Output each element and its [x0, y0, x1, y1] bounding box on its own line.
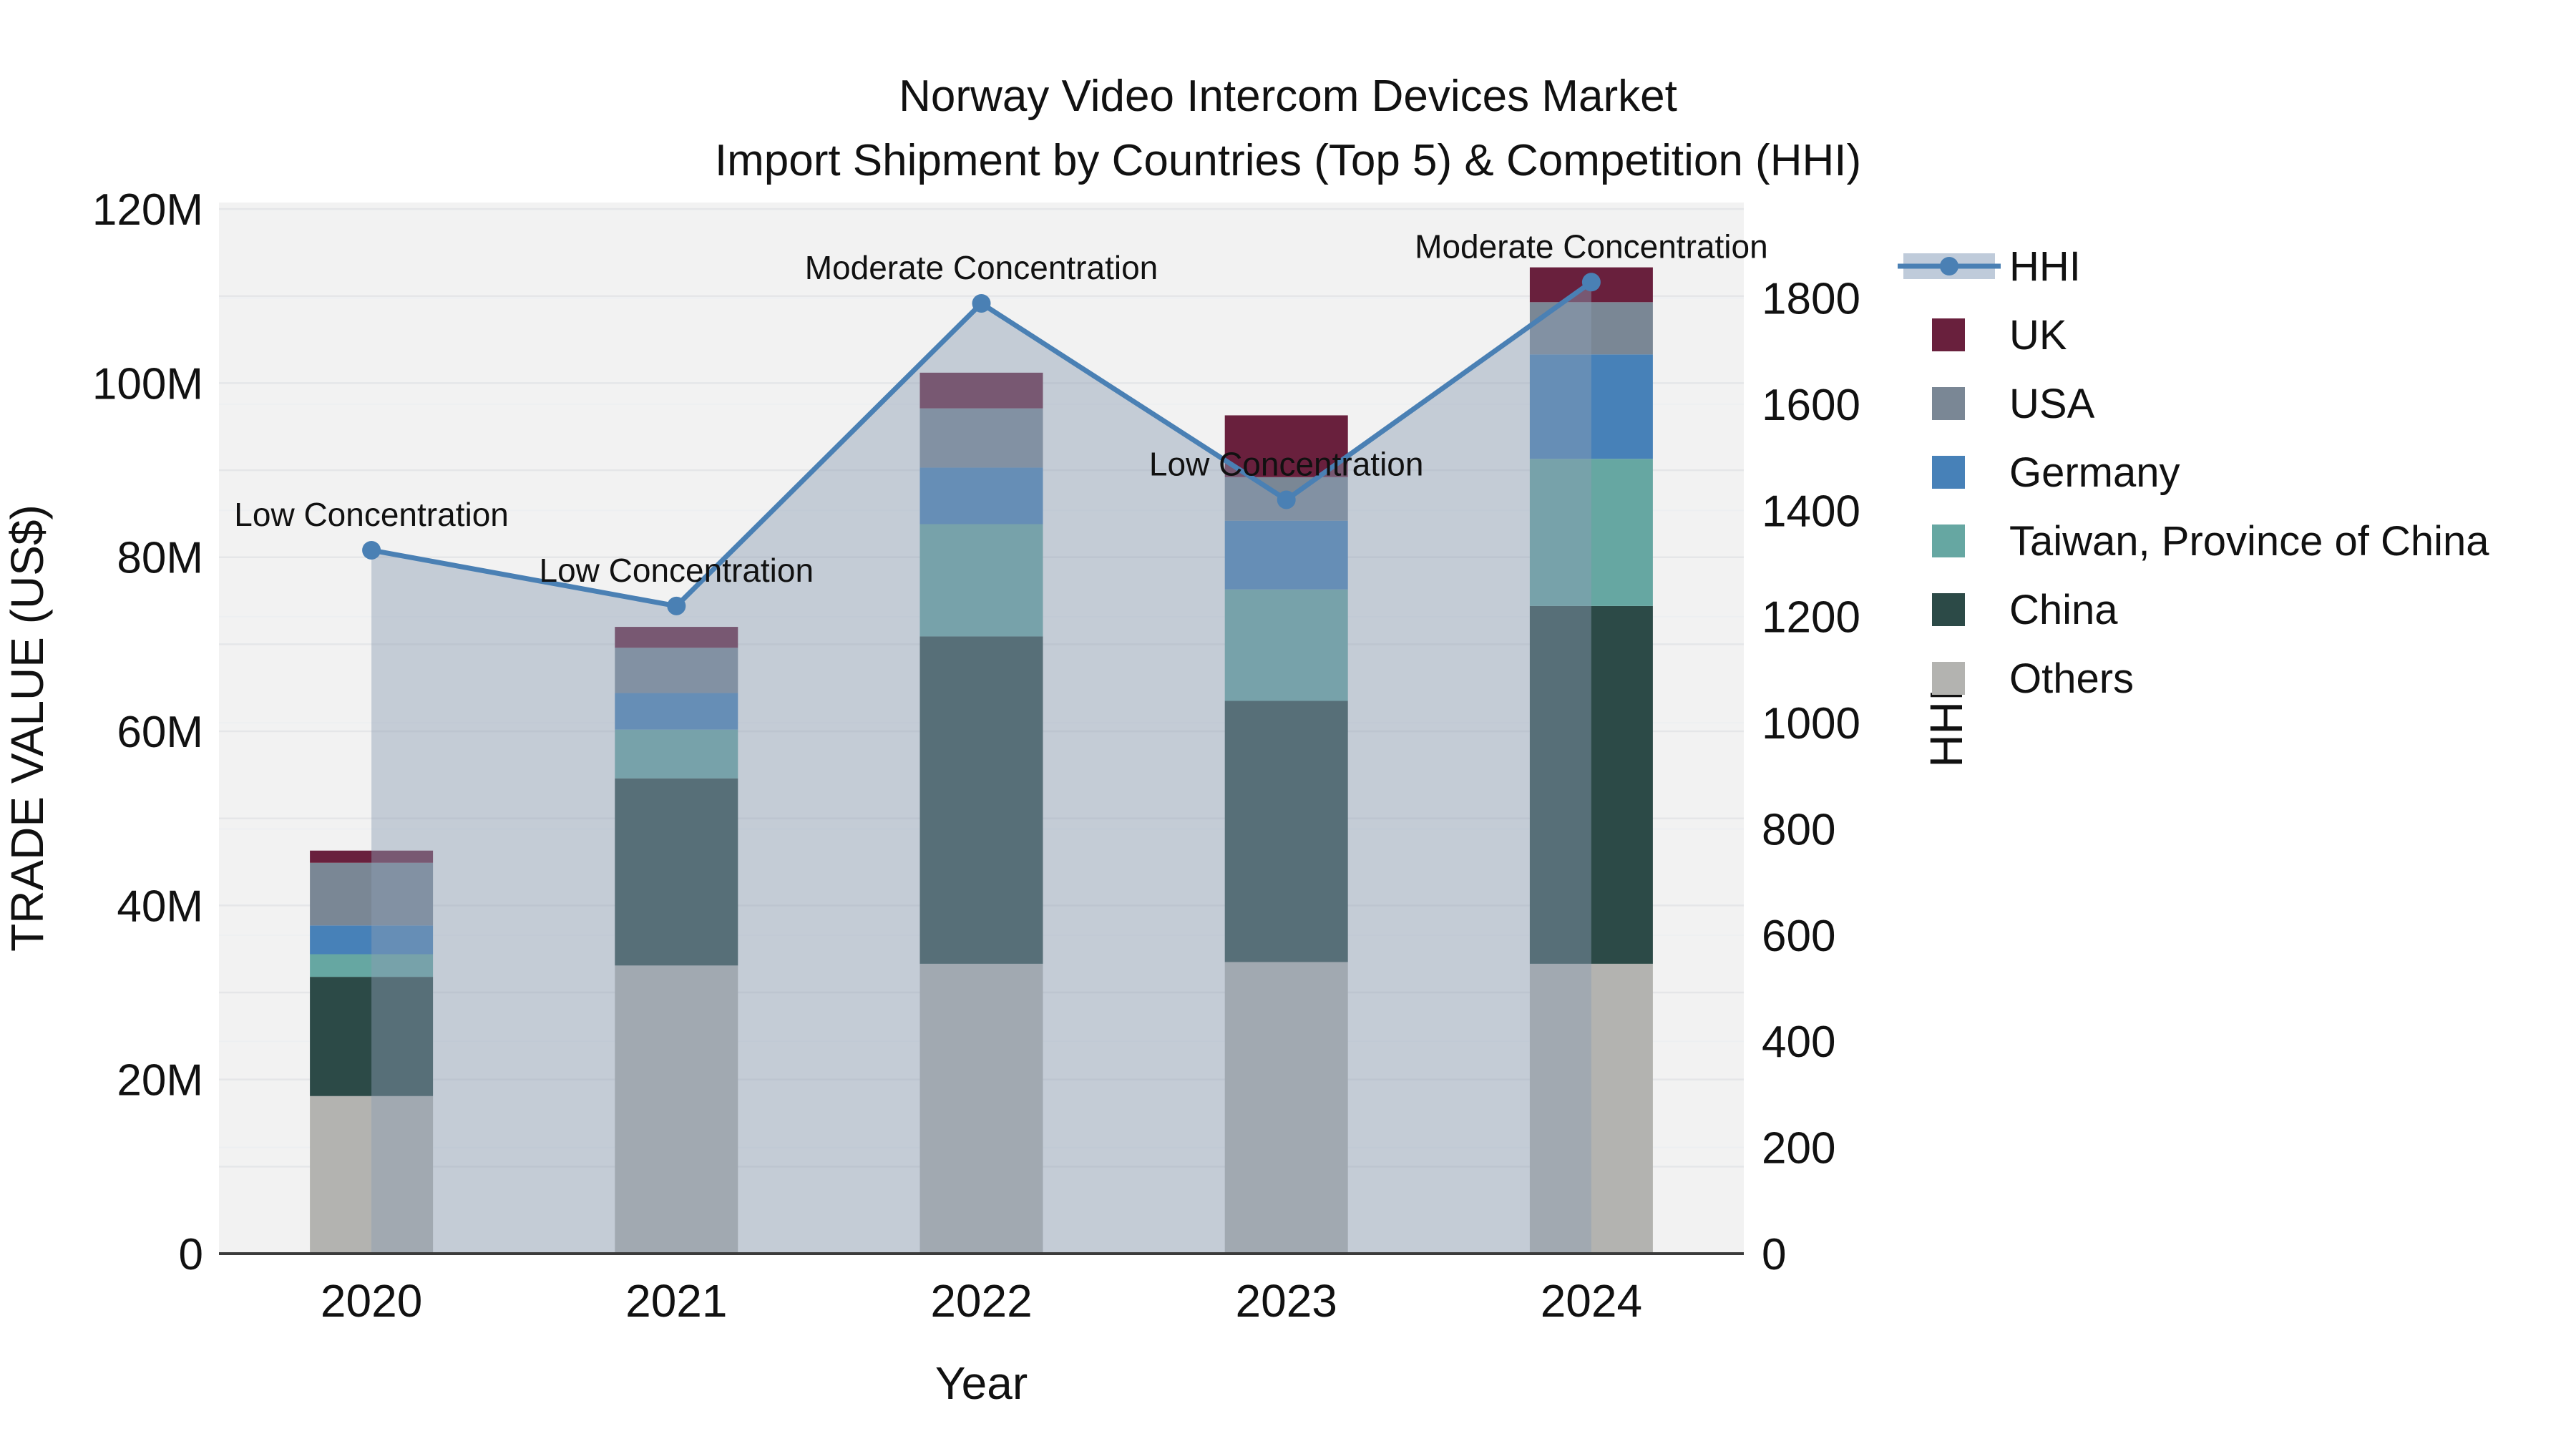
bar-segment-china-2022 — [919, 636, 1043, 964]
y-axis-right-tick: 800 — [1762, 805, 1835, 854]
chart-subtitle: Import Shipment by Countries (Top 5) & C… — [715, 136, 1861, 185]
legend-label-hhi_line: HHI — [2009, 243, 2081, 290]
bar-segment-taiwan-2023 — [1224, 589, 1348, 701]
x-axis-tick-2021: 2021 — [625, 1275, 727, 1327]
bar-segment-taiwan-2021 — [615, 729, 738, 779]
bar-segment-taiwan-2022 — [919, 524, 1043, 637]
chart-title: Norway Video Intercom Devices Market — [899, 72, 1677, 121]
legend-label-others: Others — [2009, 655, 2134, 702]
y-axis-left-tick: 100M — [92, 359, 203, 409]
bar-segment-others-2020 — [310, 1096, 434, 1254]
y-axis-right-title: HHI — [1921, 688, 1972, 767]
x-axis-title: Year — [935, 1357, 1028, 1409]
bar-segment-germany-2023 — [1224, 520, 1348, 590]
x-axis-tick-2024: 2024 — [1541, 1275, 1642, 1327]
legend-swatch-uk-icon — [1932, 318, 1965, 351]
annotation-2021: Low Concentration — [540, 552, 814, 589]
annotation-2020: Low Concentration — [234, 496, 509, 533]
y-axis-left-tick: 0 — [179, 1230, 203, 1279]
legend-swatch-others-icon — [1932, 662, 1965, 695]
annotation-2024: Moderate Concentration — [1415, 228, 1768, 265]
annotation-2022: Moderate Concentration — [805, 249, 1158, 286]
bar-segment-china-2020 — [310, 977, 434, 1096]
bar-segment-germany-2020 — [310, 925, 434, 955]
legend-swatch-germany-icon — [1932, 456, 1965, 489]
legend-swatch-usa-icon — [1932, 387, 1965, 420]
bar-segment-others-2021 — [615, 965, 738, 1254]
y-axis-right-tick: 1000 — [1762, 699, 1860, 748]
legend-label-china: China — [2009, 587, 2118, 633]
y-axis-right-tick: 200 — [1762, 1124, 1835, 1174]
legend-label-usa: USA — [2009, 381, 2095, 427]
bar-segment-uk-2023 — [1224, 415, 1348, 477]
bar-segment-germany-2021 — [615, 693, 738, 730]
y-axis-right-tick: 400 — [1762, 1018, 1835, 1067]
y-axis-right-tick: 1600 — [1762, 381, 1860, 430]
bar-segment-others-2023 — [1224, 962, 1348, 1254]
y-axis-left-tick: 120M — [92, 185, 203, 235]
bar-segment-uk-2020 — [310, 850, 434, 863]
bar-segment-usa-2020 — [310, 862, 434, 926]
y-axis-left-tick: 20M — [117, 1056, 203, 1106]
legend-label-uk: UK — [2009, 312, 2067, 358]
legend-label-taiwan: Taiwan, Province of China — [2009, 518, 2489, 565]
y-axis-left-tick: 80M — [117, 534, 203, 583]
hhi-marker-2022 — [972, 293, 991, 313]
legend-hhi-marker-icon — [1940, 257, 1958, 275]
y-axis-left-title: TRADE VALUE (US$) — [1, 504, 53, 952]
bar-segment-uk-2021 — [615, 627, 738, 648]
y-axis-left-tick: 40M — [117, 882, 203, 931]
hhi-marker-2023 — [1277, 490, 1296, 509]
bar-segment-germany-2022 — [919, 467, 1043, 525]
hhi-marker-2024 — [1581, 273, 1601, 292]
bar-segment-china-2023 — [1224, 701, 1348, 962]
y-axis-right-tick: 1200 — [1762, 593, 1860, 643]
hhi-marker-2021 — [667, 596, 686, 615]
annotation-2023: Low Concentration — [1149, 445, 1424, 482]
bar-segment-germany-2024 — [1529, 354, 1653, 459]
hhi-area — [371, 282, 1591, 1254]
bar-segment-others-2024 — [1529, 963, 1653, 1254]
bar-segment-usa-2021 — [615, 648, 738, 693]
legend-label-germany: Germany — [2009, 449, 2180, 496]
bar-segment-uk-2022 — [919, 372, 1043, 409]
legend-swatch-china-icon — [1932, 593, 1965, 626]
y-axis-right-tick: 1400 — [1762, 487, 1860, 536]
x-axis-tick-2022: 2022 — [930, 1275, 1032, 1327]
bar-segment-usa-2022 — [919, 408, 1043, 468]
hhi-marker-2020 — [362, 540, 381, 560]
bar-segment-taiwan-2020 — [310, 954, 434, 977]
y-axis-right-tick: 1800 — [1762, 275, 1860, 324]
legend-swatch-taiwan-icon — [1932, 525, 1965, 557]
x-axis-tick-2023: 2023 — [1236, 1275, 1337, 1327]
y-axis-left-tick: 60M — [117, 708, 203, 757]
y-axis-right-tick: 0 — [1762, 1230, 1786, 1279]
bar-segment-others-2022 — [919, 963, 1043, 1254]
x-axis-tick-2020: 2020 — [321, 1275, 422, 1327]
bar-segment-china-2021 — [615, 778, 738, 966]
bar-segment-taiwan-2024 — [1529, 459, 1653, 606]
bar-segment-china-2024 — [1529, 605, 1653, 964]
y-axis-right-tick: 600 — [1762, 912, 1835, 961]
